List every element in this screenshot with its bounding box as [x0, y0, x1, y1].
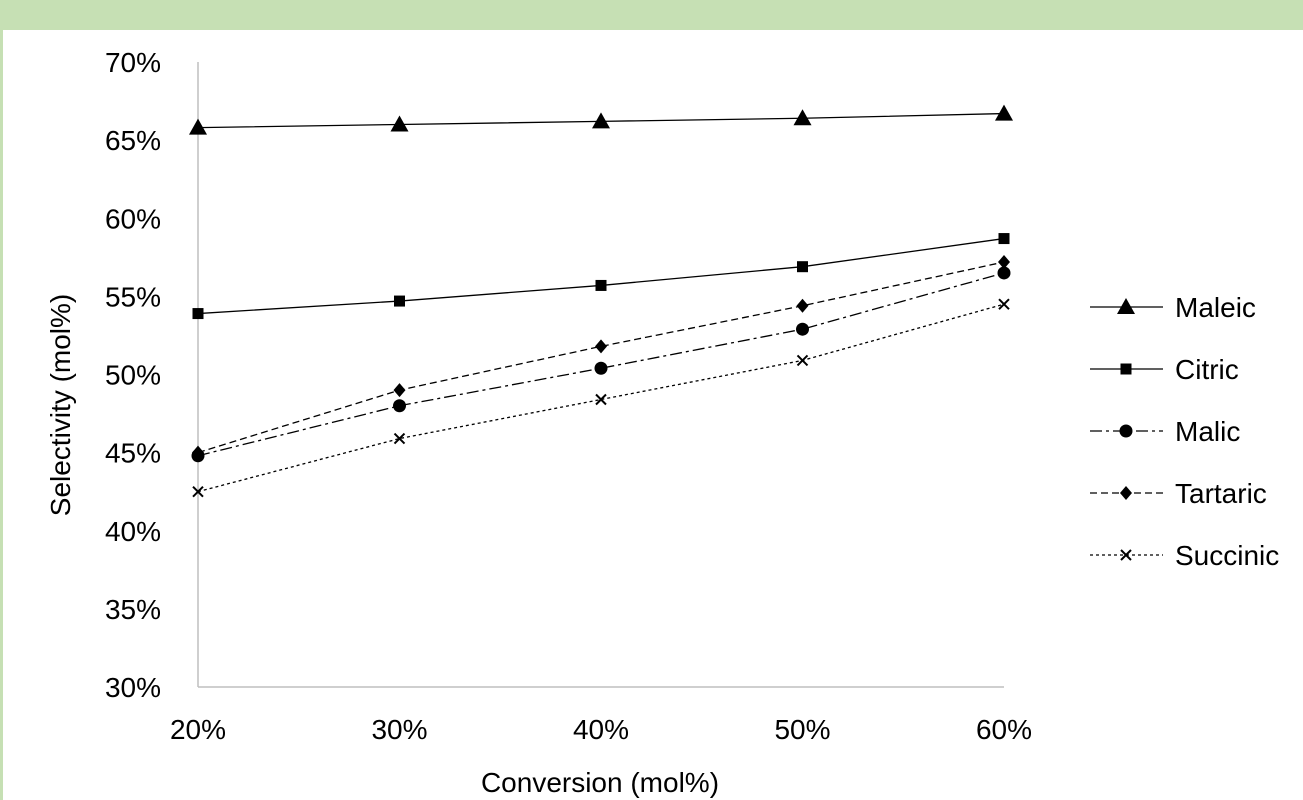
selectivity-conversion-line-chart: 30% 35% 40% 45% 50% 55% 60% 65% 70% 20% 30% 40% 50%…	[45, 47, 1279, 798]
y-tick-label: 55%	[105, 281, 161, 312]
series-maleic	[189, 104, 1013, 135]
series-tartaric	[192, 255, 1010, 460]
data-point-succinic	[796, 354, 809, 367]
data-point-succinic	[998, 298, 1010, 310]
y-tick-label: 70%	[105, 47, 161, 78]
x-tick-labels: 20% 30% 40% 50% 60%	[170, 714, 1032, 745]
series-line-citric	[197, 237, 1005, 315]
series-succinic	[192, 298, 1010, 498]
x-tick-label: 40%	[573, 714, 629, 745]
legend-label-succinic: Succinic	[1175, 540, 1279, 571]
data-point-citric	[192, 308, 204, 320]
data-point-malic	[796, 322, 809, 336]
legend-item-maleic: Maleic	[1090, 292, 1256, 323]
y-tick-label: 35%	[105, 594, 161, 625]
legend-label-malic: Malic	[1175, 416, 1240, 447]
y-tick-label: 30%	[105, 672, 161, 703]
y-tick-label: 60%	[105, 203, 161, 234]
data-point-tartaric	[796, 298, 809, 313]
data-point-maleic	[390, 115, 409, 132]
data-point-tartaric	[192, 445, 204, 460]
legend-marker-tartaric	[1120, 486, 1132, 500]
axes	[197, 62, 1004, 688]
data-point-succinic	[393, 432, 406, 445]
legend-item-citric: Citric	[1090, 354, 1239, 385]
x-axis-title: Conversion (mol%)	[481, 767, 719, 798]
legend-marker-succinic	[1120, 549, 1132, 561]
y-tick-label: 45%	[105, 438, 161, 469]
legend-item-malic: Malic	[1090, 416, 1240, 447]
x-tick-label: 30%	[371, 714, 427, 745]
legend-label-citric: Citric	[1175, 354, 1239, 385]
y-tick-labels: 30% 35% 40% 45% 50% 55% 60% 65% 70%	[105, 47, 161, 703]
data-point-maleic	[793, 109, 812, 126]
data-point-malic	[393, 399, 406, 413]
data-point-succinic	[595, 393, 607, 406]
data-point-maleic	[995, 104, 1013, 121]
data-point-malic	[997, 266, 1011, 280]
series-line-malic	[197, 272, 1005, 457]
legend-item-tartaric: Tartaric	[1090, 478, 1267, 509]
series-malic	[191, 266, 1011, 463]
y-axis-title: Selectivity (mol%)	[45, 294, 76, 516]
x-tick-label: 60%	[976, 714, 1032, 745]
data-point-succinic	[192, 485, 204, 498]
legend-label-tartaric: Tartaric	[1175, 478, 1267, 509]
y-tick-label: 40%	[105, 516, 161, 547]
legend-marker-citric	[1120, 363, 1132, 375]
data-point-tartaric	[998, 255, 1010, 269]
y-tick-label: 65%	[105, 125, 161, 156]
legend-marker-maleic	[1117, 298, 1135, 314]
y-tick-label: 50%	[105, 360, 161, 391]
series-line-succinic	[197, 303, 1005, 493]
data-point-tartaric	[595, 339, 607, 354]
legend-marker-malic	[1119, 424, 1133, 438]
data-point-malic	[594, 361, 608, 375]
data-point-citric	[797, 261, 808, 273]
data-point-citric	[595, 279, 607, 291]
data-point-citric	[998, 233, 1010, 245]
legend: Maleic Citric Malic Tartaric Succinic	[1090, 292, 1279, 571]
chart-frame: 30% 35% 40% 45% 50% 55% 60% 65% 70% 20% 30% 40% 50%…	[3, 30, 1303, 800]
x-tick-label: 20%	[170, 714, 226, 745]
data-point-citric	[394, 295, 405, 307]
data-point-maleic	[592, 112, 610, 129]
series-layer	[189, 104, 1013, 498]
data-point-tartaric	[393, 383, 406, 398]
legend-label-maleic: Maleic	[1175, 292, 1256, 323]
data-point-maleic	[189, 118, 207, 135]
series-citric	[192, 233, 1010, 320]
legend-item-succinic: Succinic	[1090, 540, 1279, 571]
x-tick-label: 50%	[774, 714, 830, 745]
